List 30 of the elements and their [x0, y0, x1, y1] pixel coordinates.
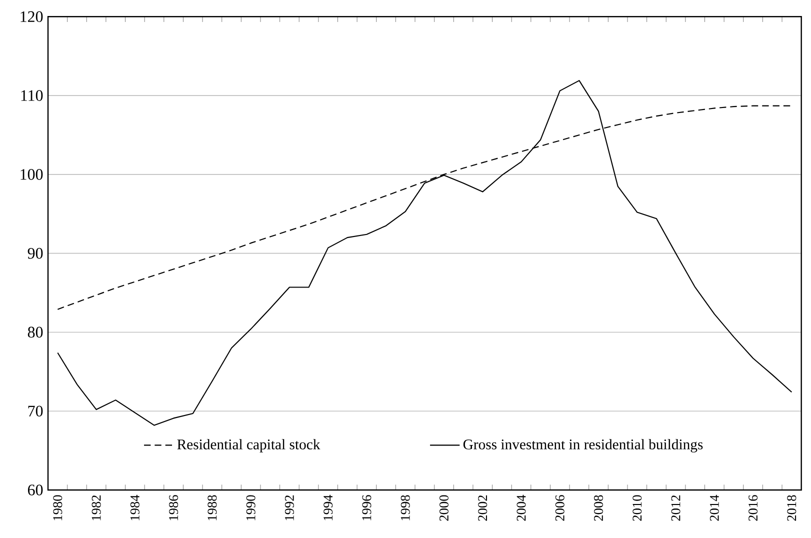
x-tick-label: 2006 — [555, 495, 564, 521]
line-series — [57, 80, 792, 426]
x-tick-label: 1994 — [324, 494, 333, 520]
y-tick-label: 110 — [21, 90, 43, 101]
y-tick-label: 70 — [28, 406, 43, 416]
legend-label: Gross investment in residential buildings — [463, 439, 703, 452]
x-tick-label: 1980 — [53, 495, 62, 520]
x-tick-label: 1986 — [169, 495, 178, 520]
x-tick-label: 2012 — [671, 495, 680, 521]
x-tick-label: 2016 — [748, 495, 758, 521]
x-tick-label: 2014 — [710, 494, 719, 521]
x-tick-label: 2000 — [439, 495, 448, 521]
x-tick-label: 1982 — [92, 495, 101, 520]
y-tick-label: 90 — [28, 248, 43, 259]
legend-label: Residential capital stock — [177, 439, 320, 452]
x-tick-label: 2010 — [632, 495, 642, 521]
x-tick-label: 1998 — [400, 495, 410, 520]
x-tick-label: 1990 — [246, 495, 256, 520]
x-tick-label: 1988 — [208, 495, 217, 520]
x-tick-label: 2002 — [478, 495, 488, 521]
x-tick-label: 1984 — [130, 494, 140, 520]
y-tick-label: 60 — [28, 484, 43, 496]
x-tick-label: 1996 — [362, 495, 372, 520]
x-tick-label: 1992 — [284, 495, 294, 520]
y-tick-label: 100 — [20, 169, 43, 180]
x-tick-label: 2008 — [594, 495, 604, 521]
y-tick-label: 120 — [20, 11, 43, 22]
x-tick-label: 2018 — [787, 495, 796, 521]
x-tick-label: 2004 — [516, 494, 526, 521]
y-tick-label: 80 — [28, 326, 43, 338]
